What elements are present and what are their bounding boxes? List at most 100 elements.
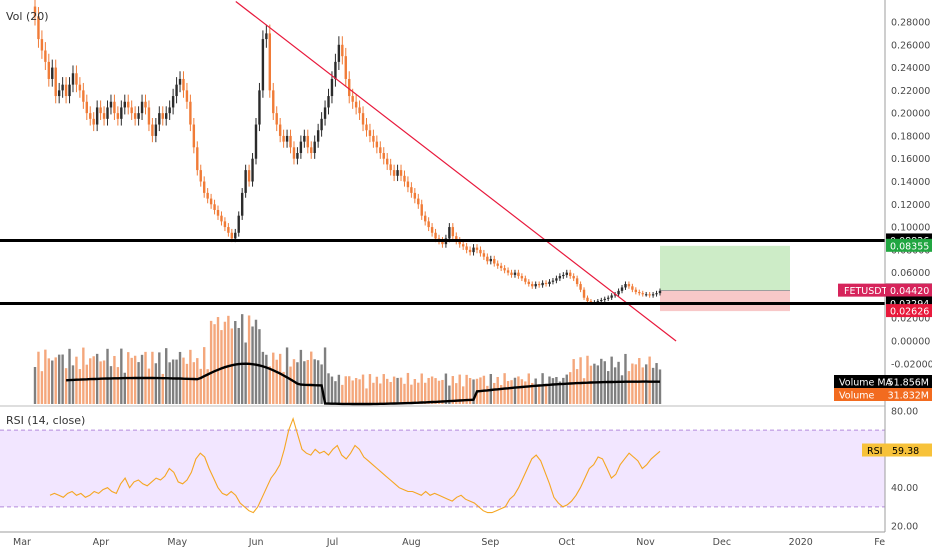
volume-bar xyxy=(334,381,337,404)
candle-body xyxy=(389,164,392,171)
volume-bar xyxy=(434,378,437,404)
candle-body xyxy=(196,147,199,171)
volume-bar xyxy=(275,359,278,404)
candle-body xyxy=(496,263,499,266)
price-axis-tick: 0.16000 xyxy=(891,154,930,165)
target-zone xyxy=(660,245,790,312)
candle-body xyxy=(303,135,306,142)
volume-bar xyxy=(261,351,265,404)
candle-body xyxy=(361,113,365,125)
candle-body xyxy=(582,289,586,298)
volume-bar xyxy=(40,371,44,404)
volume-bar xyxy=(537,384,541,404)
price-axis-tick: 0.00000 xyxy=(891,337,930,348)
volume-bar xyxy=(534,378,537,404)
candle-body xyxy=(396,170,399,176)
volume-indicator-label: Vol (20) xyxy=(6,10,49,23)
volume-bar xyxy=(123,372,126,404)
volume-bar xyxy=(486,385,489,404)
volume-bar xyxy=(78,369,82,404)
candle-body xyxy=(489,258,493,262)
candle-body xyxy=(75,73,78,85)
volume-bar xyxy=(396,377,399,404)
volume-bar xyxy=(572,359,575,404)
volume-bar xyxy=(216,317,220,404)
volume-bar xyxy=(651,367,655,404)
volume-bar xyxy=(327,373,330,404)
candle-body xyxy=(54,67,57,97)
volume-bar xyxy=(220,330,223,404)
candle-body xyxy=(185,90,189,102)
volume-bar xyxy=(361,374,365,404)
candle-body xyxy=(558,276,562,279)
volume-bar xyxy=(544,385,548,404)
candle-body xyxy=(413,192,417,199)
candle-body xyxy=(589,301,593,303)
candle-body xyxy=(392,170,396,176)
candle-body xyxy=(240,192,244,216)
volume-bar xyxy=(358,379,361,404)
candle-body xyxy=(579,284,582,290)
candle-body xyxy=(386,158,389,165)
candle-body xyxy=(130,107,133,114)
volume-bar xyxy=(82,347,85,404)
rsi-axis-tick: 80.00 xyxy=(891,407,918,418)
candle-body xyxy=(102,113,106,119)
volume-bar xyxy=(310,351,313,404)
candle-body xyxy=(375,141,379,148)
candle-body xyxy=(171,96,175,108)
volume-bar xyxy=(555,377,558,404)
volume-bar xyxy=(517,376,520,404)
candle-body xyxy=(51,67,54,79)
volume-bar xyxy=(368,374,372,404)
volume-bar xyxy=(306,359,309,404)
volume-bar xyxy=(240,314,244,404)
volume-bar xyxy=(185,363,189,404)
time-axis-label: Apr xyxy=(93,537,110,548)
volume-bar xyxy=(392,376,396,404)
volume-bar xyxy=(337,374,341,404)
volume-bar xyxy=(323,347,327,404)
candle-body xyxy=(37,16,40,40)
candle-body xyxy=(154,124,158,136)
candle-body xyxy=(427,221,430,228)
candle-body xyxy=(192,124,196,148)
time-axis-label: Aug xyxy=(402,537,421,548)
volume-bar xyxy=(420,373,423,404)
volume-bar xyxy=(372,382,375,404)
candle-body xyxy=(513,272,517,275)
volume-bar xyxy=(558,381,562,404)
price-axis-tick: -0.02000 xyxy=(891,359,932,370)
candle-body xyxy=(82,90,85,102)
volume-bar xyxy=(44,349,47,404)
volume-bar xyxy=(268,366,272,404)
candle-body xyxy=(434,232,437,239)
candle-body xyxy=(620,287,624,291)
candle-body xyxy=(534,284,537,287)
candle-body xyxy=(282,135,285,142)
volume-bar xyxy=(461,386,465,404)
candle-body xyxy=(230,232,234,239)
candle-body xyxy=(106,107,109,119)
volume-bar xyxy=(610,356,613,404)
volume-tag-name: Volume MA xyxy=(839,378,893,389)
volume-bar xyxy=(620,375,624,404)
volume-bar xyxy=(68,348,71,404)
volume-bar xyxy=(499,385,503,404)
volume-bar xyxy=(102,360,106,404)
volume-bar xyxy=(113,355,116,404)
candle-body xyxy=(278,124,282,136)
price-axis-tick: 0.22000 xyxy=(891,86,930,97)
volume-bar xyxy=(575,369,579,404)
candle-body xyxy=(251,158,254,182)
volume-bar xyxy=(71,365,75,404)
volume-bar xyxy=(161,373,164,404)
volume-bar xyxy=(655,363,658,404)
rsi-pane[interactable] xyxy=(0,416,885,514)
candle-body xyxy=(644,294,648,296)
candle-body xyxy=(175,84,178,97)
main-pane[interactable] xyxy=(0,0,885,406)
candle-body xyxy=(468,249,472,253)
volume-bar xyxy=(413,379,417,404)
